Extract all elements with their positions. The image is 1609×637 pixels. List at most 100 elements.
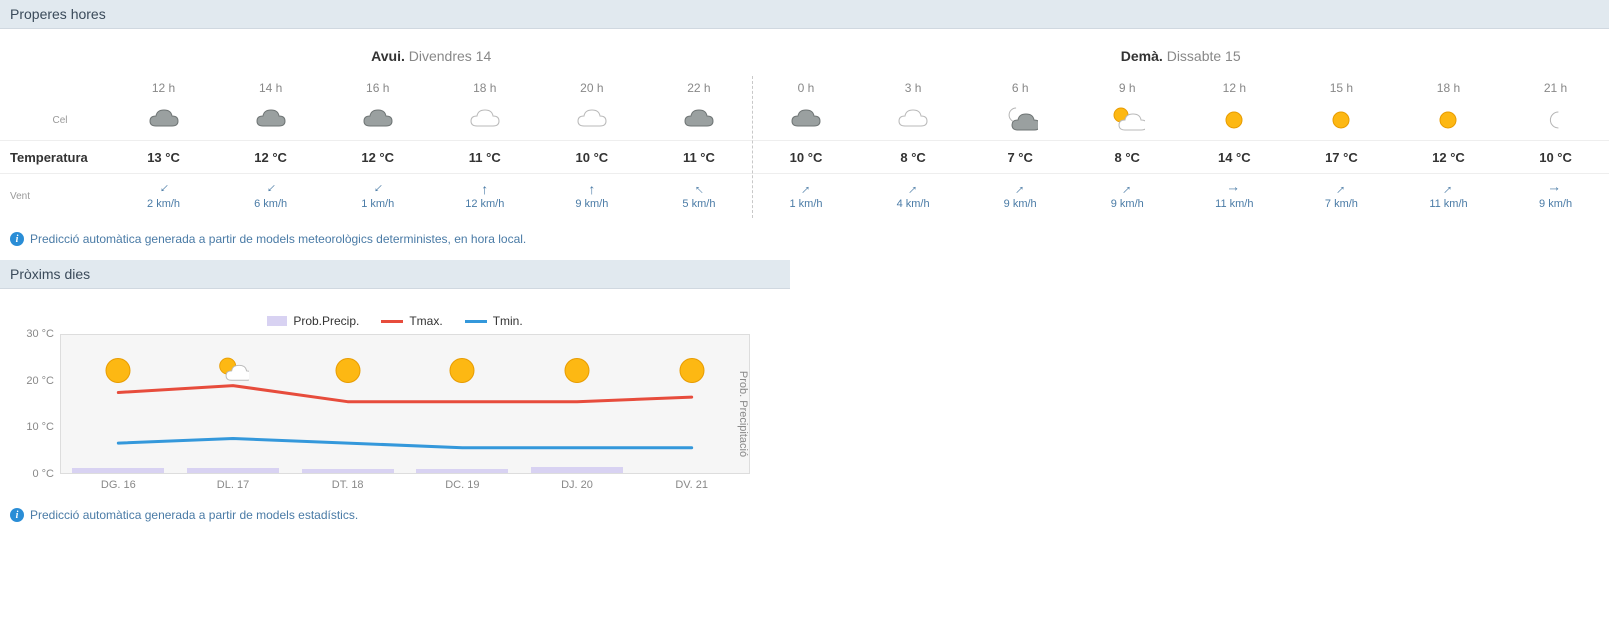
hour-time: 21 h (1502, 76, 1609, 100)
hour-temp: 10 °C (538, 140, 645, 174)
hour-time: 3 h (860, 76, 967, 100)
wind-arrow-icon: ↑ (906, 182, 921, 197)
hour-wind: ↑ 12 km/h (431, 174, 538, 218)
hour-temp: 11 °C (431, 140, 538, 174)
hour-wind: ↑2 km/h (110, 174, 217, 218)
hour-wind: ↑9 km/h (967, 174, 1074, 218)
chart-legend: Prob.Precip. Tmax. Tmin. (0, 304, 790, 334)
sky-icon-cloud-dark (324, 100, 431, 140)
wind-speed: 6 km/h (254, 198, 287, 210)
day-header-tomorrow: Demà. Dissabte 15 (752, 44, 1609, 68)
wind-speed: 9 km/h (1111, 198, 1144, 210)
legend-swatch-precip (267, 316, 287, 326)
hour-column: 0 h10 °C↑1 km/h (752, 76, 859, 218)
hour-time: 12 h (110, 76, 217, 100)
hour-wind: ↑4 km/h (860, 174, 967, 218)
wind-arrow-icon: ↑ (481, 182, 488, 196)
wind-arrow-icon: ↑ (1441, 182, 1456, 197)
hour-column: 14 h12 °C↑6 km/h (217, 76, 324, 218)
hour-column: 3 h8 °C↑4 km/h (860, 76, 967, 218)
sky-icon-cloud-dark (110, 100, 217, 140)
wind-speed: 9 km/h (1539, 198, 1572, 210)
wind-speed: 11 km/h (1429, 198, 1467, 210)
sky-icon-cloud-dark (217, 100, 324, 140)
wind-speed: 4 km/h (897, 198, 930, 210)
legend-line-tmax (381, 320, 403, 323)
wind-arrow-icon: ↑ (263, 182, 278, 197)
hour-temp: 13 °C (110, 140, 217, 174)
section-header-days: Pròxims dies (0, 260, 790, 289)
hour-temp: 12 °C (217, 140, 324, 174)
sky-icon-moon (1502, 100, 1609, 140)
sky-icon-cloud-light (431, 100, 538, 140)
day-divider (752, 76, 753, 218)
x-tick: DV. 21 (675, 479, 708, 491)
sky-icon-moon-cloud (967, 100, 1074, 140)
hour-time: 20 h (538, 76, 645, 100)
hour-column: 16 h12 °C↑1 km/h (324, 76, 431, 218)
legend-label: Tmin. (493, 314, 523, 328)
sky-icon-sun (1288, 100, 1395, 140)
hour-column: 9 h8 °C↑9 km/h (1074, 76, 1181, 218)
row-label-temp: Temperatura (0, 140, 110, 174)
legend-precip: Prob.Precip. (267, 314, 359, 328)
wind-speed: 9 km/h (1004, 198, 1037, 210)
line-tmax (118, 386, 691, 402)
hour-column: 21 h 10 °C ↑ 9 km/h (1502, 76, 1609, 218)
hour-time: 22 h (645, 76, 752, 100)
hour-temp: 17 °C (1288, 140, 1395, 174)
wind-arrow-icon: ↑ (588, 182, 595, 196)
legend-tmax: Tmax. (381, 314, 442, 328)
hour-time: 15 h (1288, 76, 1395, 100)
hour-temp: 8 °C (1074, 140, 1181, 174)
hour-wind: ↑1 km/h (324, 174, 431, 218)
hour-column: 20 h 10 °C ↑ 9 km/h (538, 76, 645, 218)
forecast-chart: DG. 16DL. 17DT. 18DC. 19DJ. 20DV. 21 Pro… (60, 334, 750, 494)
y-tick: 10 °C (10, 421, 54, 433)
wind-speed: 5 km/h (682, 198, 715, 210)
hour-temp: 10 °C (1502, 140, 1609, 174)
hour-column: 18 h 12 °C ↑11 km/h (1395, 76, 1502, 218)
hour-time: 0 h (752, 76, 859, 100)
hour-temp: 14 °C (1181, 140, 1288, 174)
wind-speed: 9 km/h (575, 198, 608, 210)
wind-arrow-icon: ↑ (1120, 182, 1135, 197)
hourly-forecast: Avui. Divendres 14Demà. Dissabte 15 Cel … (0, 44, 1609, 218)
hour-column: 12 h 14 °C ↑ 11 km/h (1181, 76, 1288, 218)
wind-speed: 1 km/h (361, 198, 394, 210)
hour-wind: ↑9 km/h (1074, 174, 1181, 218)
legend-label: Tmax. (409, 314, 442, 328)
hour-column: 6 h7 °C↑9 km/h (967, 76, 1074, 218)
hour-column: 22 h 11 °C↑5 km/h (645, 76, 752, 218)
sky-icon-cloud-light (538, 100, 645, 140)
hour-temp: 11 °C (645, 140, 752, 174)
row-label-wind: Vent (0, 174, 110, 218)
hour-time: 9 h (1074, 76, 1181, 100)
x-tick: DL. 17 (217, 479, 249, 491)
hour-temp: 12 °C (324, 140, 431, 174)
wind-speed: 11 km/h (1215, 198, 1253, 210)
x-tick: DG. 16 (101, 479, 136, 491)
sky-icon-sun (1181, 100, 1288, 140)
x-tick: DT. 18 (332, 479, 364, 491)
sky-icon-sun-cloud (1074, 100, 1181, 140)
sky-icon-sun (1395, 100, 1502, 140)
wind-arrow-icon: ↑ (1549, 186, 1563, 193)
hour-temp: 12 °C (1395, 140, 1502, 174)
y-axis-right-label: Prob. Precipitació (737, 371, 749, 457)
row-label-sky: Cel (0, 100, 110, 140)
hour-time: 12 h (1181, 76, 1288, 100)
info-line-days: i Predicció automàtica generada a partir… (0, 494, 790, 536)
hour-time: 18 h (1395, 76, 1502, 100)
hour-wind: ↑ 11 km/h (1181, 174, 1288, 218)
row-label-blank (0, 76, 110, 100)
hour-time: 6 h (967, 76, 1074, 100)
wind-speed: 7 km/h (1325, 198, 1358, 210)
wind-arrow-icon: ↑ (1227, 186, 1241, 193)
sky-icon-cloud-light (860, 100, 967, 140)
info-icon: i (10, 232, 24, 246)
wind-arrow-icon: ↑ (799, 182, 814, 197)
wind-speed: 1 km/h (790, 198, 823, 210)
wind-speed: 12 km/h (465, 198, 504, 210)
hour-wind: ↑5 km/h (645, 174, 752, 218)
